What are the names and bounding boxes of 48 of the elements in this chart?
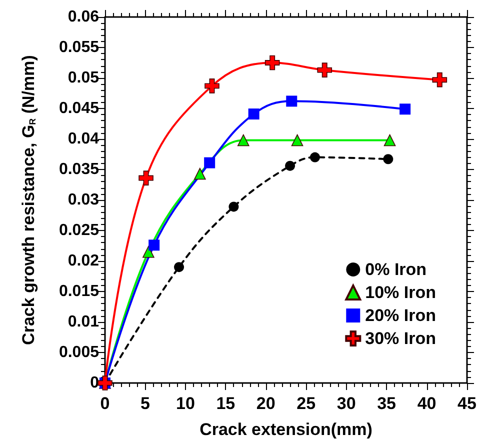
x-tick-label: 45	[458, 394, 476, 413]
point	[142, 246, 154, 258]
y-tick-label: 0.02	[68, 252, 100, 270]
point	[286, 96, 298, 107]
y-tick-label: 0.03	[68, 192, 100, 208]
y-tick-label: 0.01	[68, 314, 100, 330]
y-tick-label: 0.055	[58, 39, 100, 56]
x-tick-label: 5	[140, 394, 150, 413]
x-tick-label: 40	[417, 394, 436, 413]
point	[148, 240, 160, 251]
legend-label: 20% Iron	[365, 306, 436, 325]
x-tick-label: 25	[296, 394, 316, 413]
y-axis-title: Crack growth resistance, GR (N/mm)	[19, 55, 38, 345]
y-tick-label: 0.04	[68, 130, 100, 148]
x-tick-label: 20	[256, 394, 276, 413]
point	[194, 168, 206, 180]
point	[174, 262, 184, 272]
y-tick-label: 0	[90, 374, 100, 392]
y-tick-label: 0.015	[58, 283, 100, 300]
point	[264, 55, 280, 70]
point	[400, 104, 411, 115]
point	[432, 72, 448, 88]
x-tick-label: 15	[216, 394, 236, 413]
point	[248, 108, 260, 120]
legend-label: 0% Iron	[365, 260, 427, 279]
point	[383, 154, 394, 164]
point	[310, 152, 320, 162]
y-tick-label: 0.005	[58, 344, 100, 361]
x-tick-label: 35	[377, 394, 396, 413]
x-tick-label: 30	[336, 394, 356, 413]
legend-label: 10% Iron	[365, 283, 436, 302]
point	[204, 78, 220, 94]
y-tick-label: 0.05	[68, 70, 100, 86]
point	[204, 157, 216, 168]
y-tick-label: 0.035	[58, 161, 100, 178]
point	[384, 134, 396, 146]
legend-label: 30% Iron	[365, 329, 436, 348]
x-tick-label: 10	[176, 394, 195, 413]
x-axis-title: Crack extension(mm)	[200, 420, 372, 439]
y-tick-label: 0.06	[68, 8, 100, 26]
y-tick-label: 0.045	[58, 100, 100, 117]
y-tick-label: 0.025	[58, 222, 100, 239]
point	[291, 134, 304, 146]
point	[237, 134, 250, 146]
point	[138, 170, 154, 186]
point	[285, 160, 296, 171]
point	[228, 202, 239, 212]
point	[317, 62, 332, 78]
